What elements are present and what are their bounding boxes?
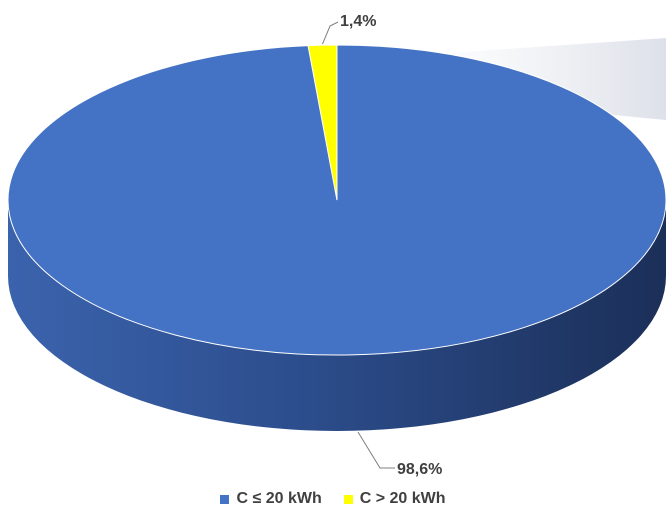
legend-swatch-icon	[220, 494, 230, 504]
pie-slice-2	[307, 44, 338, 201]
legend-label: C ≤ 20 kWh	[236, 490, 322, 507]
chart-legend: C ≤ 20 kWh C > 20 kWh	[0, 488, 666, 510]
legend-item-le-20: C ≤ 20 kWh	[220, 490, 322, 508]
legend-swatch-icon	[343, 494, 353, 504]
legend-label: C > 20 kWh	[359, 490, 446, 507]
leader-line	[357, 431, 395, 469]
legend-item-gt-20: C > 20 kWh	[343, 490, 446, 508]
leader-line	[322, 21, 339, 45]
data-label-slice-1: 98,6%	[397, 461, 442, 478]
data-label-slice-2: 1,4%	[340, 13, 376, 30]
pie-side-wall	[8, 200, 666, 431]
